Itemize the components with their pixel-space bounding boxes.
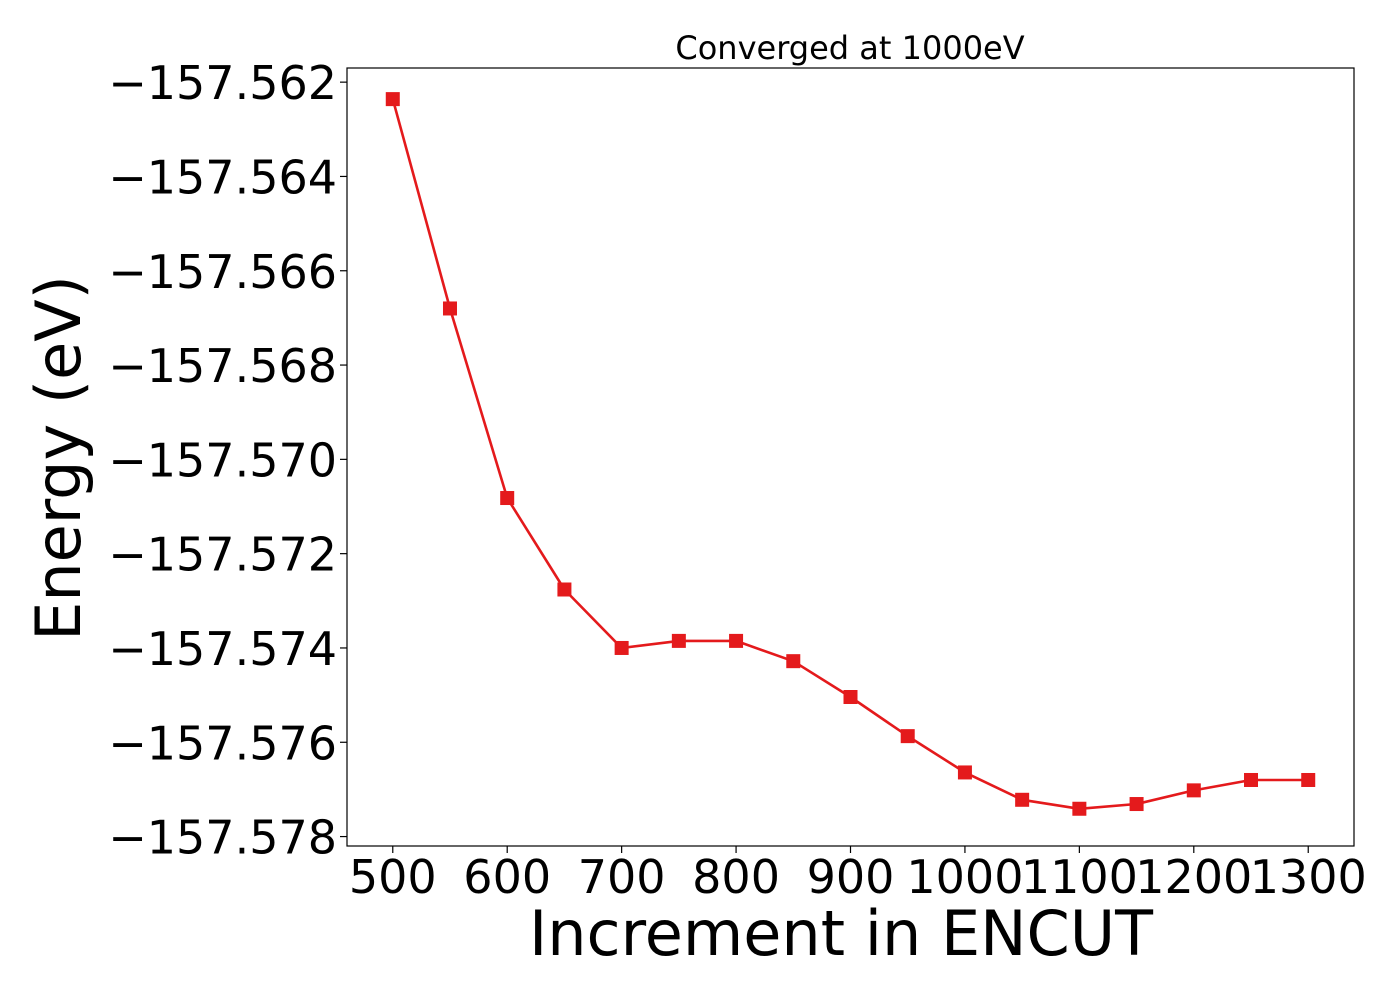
data-point bbox=[1072, 801, 1087, 816]
data-point bbox=[671, 633, 686, 648]
chart-title: Converged at 1000eV bbox=[675, 29, 1024, 67]
y-tick-label: −157.562 bbox=[108, 56, 337, 110]
x-tick-label: 700 bbox=[578, 850, 666, 904]
x-tick-label: 1000 bbox=[906, 850, 1023, 904]
data-point bbox=[500, 491, 515, 506]
y-tick-label: −157.570 bbox=[108, 433, 337, 487]
data-point bbox=[1301, 772, 1316, 787]
y-tick-label: −157.576 bbox=[108, 716, 337, 770]
x-tick-label: 800 bbox=[692, 850, 780, 904]
y-tick-label: −157.572 bbox=[108, 528, 337, 582]
series-layer bbox=[385, 92, 1316, 816]
y-tick-label: −157.578 bbox=[108, 811, 337, 865]
data-point bbox=[614, 640, 629, 655]
data-point bbox=[557, 582, 572, 597]
data-point bbox=[957, 765, 972, 780]
data-point bbox=[729, 633, 744, 648]
data-point bbox=[1129, 797, 1144, 812]
x-tick-label: 600 bbox=[463, 850, 551, 904]
data-point bbox=[786, 654, 801, 669]
x-axis-title: Increment in ENCUT bbox=[529, 897, 1154, 970]
y-tick-label: −157.566 bbox=[108, 245, 337, 299]
x-tick-label: 1100 bbox=[1021, 850, 1138, 904]
y-tick-label: −157.568 bbox=[108, 339, 337, 393]
data-point bbox=[900, 729, 915, 744]
y-axis-title: Energy (eV) bbox=[22, 275, 95, 641]
x-tick-label: 1200 bbox=[1135, 850, 1252, 904]
x-tick-label: 500 bbox=[349, 850, 437, 904]
plot-background bbox=[347, 68, 1354, 846]
data-point bbox=[1244, 772, 1259, 787]
data-point bbox=[843, 690, 858, 705]
x-tick-label: 900 bbox=[807, 850, 895, 904]
data-point bbox=[385, 92, 400, 107]
x-tick-label: 1300 bbox=[1250, 850, 1367, 904]
y-tick-label: −157.574 bbox=[108, 622, 337, 676]
y-axis: −157.562 −157.564 −157.566 −157.568 −157.570… bbox=[108, 56, 347, 865]
data-point bbox=[1186, 783, 1201, 798]
data-point bbox=[442, 301, 457, 316]
y-tick-label: −157.564 bbox=[108, 150, 337, 204]
data-point bbox=[1015, 792, 1030, 807]
